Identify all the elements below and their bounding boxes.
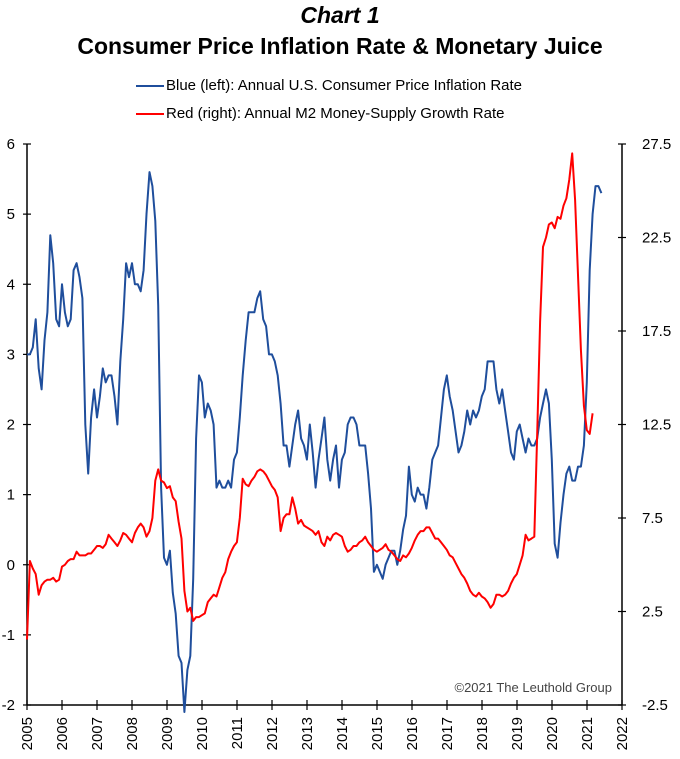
chart-number: Chart 1	[300, 2, 380, 28]
left-axis-tick-label: -2	[2, 697, 15, 714]
x-axis-tick-label: 2020	[544, 717, 561, 750]
left-axis-tick-label: -1	[2, 627, 15, 644]
x-axis-tick-label: 2007	[89, 717, 106, 750]
left-axis-tick-label: 4	[7, 276, 15, 293]
x-axis-tick-label: 2017	[439, 717, 456, 750]
left-axis-tick-label: 0	[7, 557, 15, 574]
x-axis-tick-label: 2019	[509, 717, 526, 750]
right-axis-tick-label: -2.5	[642, 697, 668, 714]
legend-swatch-red	[136, 112, 164, 115]
x-axis-tick-label: 2018	[474, 717, 491, 750]
right-axis-tick-label: 2.5	[642, 604, 663, 621]
x-axis-tick-label: 2009	[159, 717, 176, 750]
legend-item-cpi: Blue (left): Annual U.S. Consumer Price …	[136, 77, 522, 94]
cpi-inflation-line	[27, 171, 603, 713]
x-axis-tick-label: 2006	[54, 717, 71, 750]
x-axis-tick-label: 2015	[369, 717, 386, 750]
x-axis-tick-label: 2021	[579, 717, 596, 750]
x-axis-tick-label: 2010	[194, 717, 211, 750]
legend-item-m2: Red (right): Annual M2 Money-Supply Grow…	[136, 105, 505, 122]
x-axis-tick-label: 2014	[334, 717, 351, 750]
x-axis-tick-label: 2005	[19, 717, 36, 750]
watermark: ©2021 The Leuthold Group	[454, 680, 612, 695]
left-axis-tick-label: 3	[7, 346, 15, 363]
right-axis-tick-label: 27.5	[642, 136, 671, 153]
legend-label-m2: Red (right): Annual M2 Money-Supply Grow…	[166, 105, 505, 122]
left-axis-tick-label: 1	[7, 487, 15, 504]
right-axis-tick-label: 12.5	[642, 417, 671, 434]
left-axis-tick-label: 2	[7, 417, 15, 434]
x-axis-tick-label: 2016	[404, 717, 421, 750]
x-axis-tick-label: 2008	[124, 717, 141, 750]
left-axis-tick-label: 5	[7, 206, 15, 223]
x-axis-tick-label: 2022	[614, 717, 631, 750]
right-axis-tick-label: 22.5	[642, 230, 671, 247]
m2-growth-line	[26, 152, 594, 640]
right-axis-tick-label: 7.5	[642, 510, 663, 527]
x-axis-tick-label: 2012	[264, 717, 281, 750]
x-axis-tick-label: 2011	[229, 717, 246, 749]
right-axis-tick-label: 17.5	[642, 323, 671, 340]
chart-title: Consumer Price Inflation Rate & Monetary…	[77, 33, 603, 59]
left-axis-tick-label: 6	[7, 136, 15, 153]
legend-label-cpi: Blue (left): Annual U.S. Consumer Price …	[166, 77, 523, 94]
legend-swatch-blue	[136, 84, 164, 87]
x-axis-tick-label: 2013	[299, 717, 316, 750]
